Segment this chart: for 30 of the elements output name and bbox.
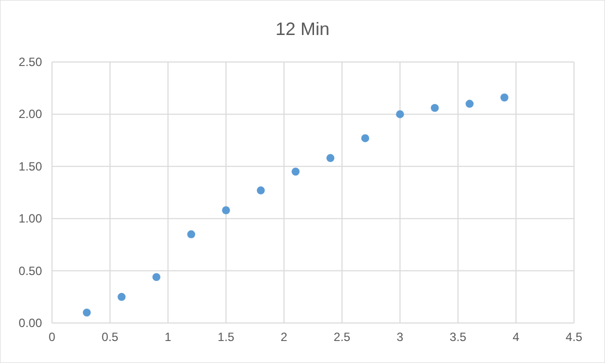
- x-tick-label: 2: [280, 330, 288, 344]
- point: [430, 104, 439, 112]
- point: [82, 308, 91, 317]
- point: [256, 186, 265, 194]
- x-tick-label: 0.5: [102, 330, 119, 344]
- x-tick-label: 3.5: [450, 330, 467, 344]
- point: [326, 154, 334, 162]
- point: [466, 100, 474, 108]
- point: [396, 110, 404, 118]
- x-tick-label: 1.5: [218, 330, 235, 344]
- point: [361, 134, 370, 142]
- y-tick-label: 0.00: [18, 316, 42, 330]
- y-tick-label: 2.00: [18, 107, 42, 122]
- point: [222, 206, 230, 214]
- y-tick-label: 1.00: [18, 212, 42, 226]
- y-tick-label: 0.50: [18, 264, 42, 278]
- x-tick-label: 3: [396, 330, 404, 344]
- x-tick-label: 4.5: [566, 330, 583, 344]
- chart-title: 12 Min: [275, 19, 330, 39]
- point: [292, 168, 300, 176]
- point: [152, 273, 160, 282]
- y-tick-label: 2.50: [18, 55, 42, 69]
- point: [500, 94, 508, 102]
- x-tick-label: 2.5: [334, 330, 351, 344]
- point: [118, 292, 126, 301]
- x-tick-label: 1: [164, 330, 172, 344]
- point: [187, 230, 196, 238]
- y-tick-label: 1.50: [18, 159, 42, 174]
- x-tick-label: 0: [48, 330, 56, 344]
- x-tick-label: 4: [512, 330, 520, 344]
